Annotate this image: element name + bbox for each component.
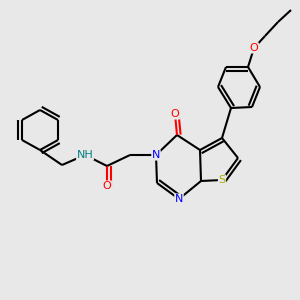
Text: N: N (152, 150, 160, 160)
Text: NH: NH (76, 150, 93, 160)
Text: S: S (218, 175, 226, 185)
Text: O: O (171, 109, 179, 119)
Text: O: O (103, 181, 111, 191)
Text: O: O (250, 43, 258, 53)
Text: N: N (175, 194, 183, 204)
